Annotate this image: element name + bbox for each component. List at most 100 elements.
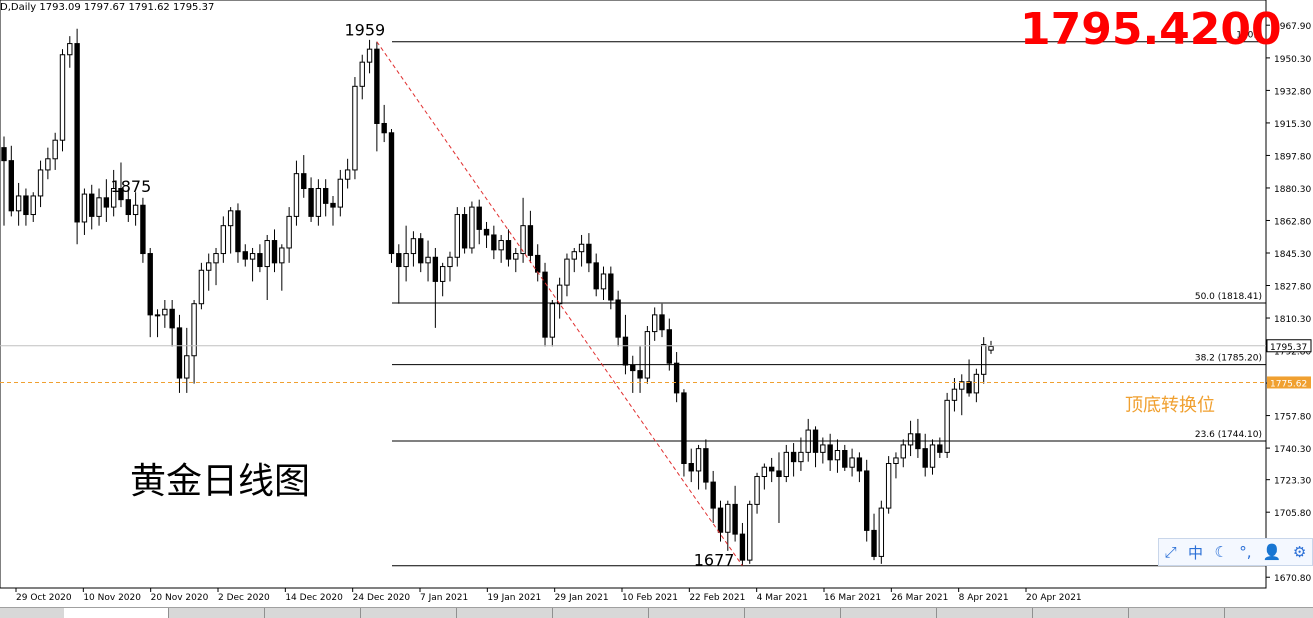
candle-body xyxy=(293,173,300,217)
candle-body xyxy=(600,273,607,290)
candle-body xyxy=(973,373,980,394)
y-tick-label: 1705.80 xyxy=(1274,509,1311,519)
expand-icon[interactable]: ⤢ xyxy=(1164,543,1177,561)
x-tick-label: 20 Nov 2020 xyxy=(151,593,209,603)
y-tick-label: 1967.90 xyxy=(1274,22,1311,32)
candle-body xyxy=(491,234,497,251)
candle-body xyxy=(666,329,673,364)
x-tick-label: 22 Feb 2021 xyxy=(689,593,745,603)
y-tick-label: 1880.30 xyxy=(1274,185,1311,195)
candle-body xyxy=(191,303,197,357)
fib-label: 100.0 xyxy=(1236,31,1262,41)
candle-body xyxy=(630,364,636,372)
y-tick-label: 1897.80 xyxy=(1274,152,1311,162)
candle-body xyxy=(688,463,694,472)
candle-body xyxy=(556,284,563,305)
candle-body xyxy=(257,253,263,268)
y-tick-label: 1827.80 xyxy=(1274,283,1311,293)
chart-tab[interactable] xyxy=(456,608,553,618)
candle-body xyxy=(439,266,446,282)
candle-body xyxy=(659,314,665,331)
candle-body xyxy=(103,197,110,208)
candle-body xyxy=(461,214,468,249)
candle-body xyxy=(885,463,892,509)
y-tick-label: 1792.80 xyxy=(1274,348,1311,358)
candle-body xyxy=(703,448,709,483)
price-annotation: 1959 xyxy=(345,21,386,40)
candle-body xyxy=(768,466,775,472)
chart-tab[interactable] xyxy=(552,608,649,618)
chart-tab[interactable] xyxy=(744,608,841,618)
settings-icon[interactable]: ⚙ xyxy=(1292,543,1307,561)
current-price-label: 1795.37 xyxy=(1270,343,1307,353)
punctuation-icon[interactable]: °, xyxy=(1239,543,1252,561)
candle-body xyxy=(644,331,651,379)
candle-body xyxy=(184,355,190,379)
x-tick-label: 29 Oct 2020 xyxy=(16,593,72,603)
current-price-box xyxy=(1266,339,1312,353)
candle-body xyxy=(798,451,804,463)
chart-tab[interactable] xyxy=(360,608,457,618)
candle-body xyxy=(271,240,278,264)
y-tick-label: 1670.80 xyxy=(1274,574,1311,584)
candle-body xyxy=(469,206,475,249)
fib-label: 38.2 (1785.20) xyxy=(1195,354,1262,364)
candle-body xyxy=(535,254,541,273)
candle-body xyxy=(527,225,534,256)
price-annotation: 1875 xyxy=(111,177,152,196)
x-tick-label: 26 Mar 2021 xyxy=(891,593,948,603)
chart-tab[interactable] xyxy=(1128,608,1225,618)
candle-body xyxy=(96,197,102,217)
candle-body xyxy=(907,433,914,446)
candle-body xyxy=(864,470,870,531)
candle-body xyxy=(301,173,307,190)
y-tick-label: 1950.30 xyxy=(1274,55,1311,65)
candle-body xyxy=(374,48,380,124)
fib-label: 23.6 (1744.10) xyxy=(1195,430,1262,440)
candle-body xyxy=(249,253,256,260)
x-tick-label: 24 Dec 2020 xyxy=(353,593,411,603)
x-tick-label: 4 Mar 2021 xyxy=(757,593,808,603)
chart-tab[interactable] xyxy=(936,608,1033,618)
candle-body xyxy=(849,457,855,468)
candle-body xyxy=(761,466,768,478)
ime-toolbar[interactable]: ⤢ 中 ☾ °, 👤 ⚙ xyxy=(1158,538,1313,566)
user-icon[interactable]: 👤 xyxy=(1262,543,1282,561)
candle-body xyxy=(483,228,490,236)
candle-body xyxy=(337,178,344,208)
chart-tab-active[interactable] xyxy=(64,608,169,618)
x-tick-label: 19 Jan 2021 xyxy=(487,593,541,603)
dashed-level-box xyxy=(1267,376,1311,389)
candle-body xyxy=(593,262,599,290)
chart-tab[interactable] xyxy=(840,608,937,618)
candle-body xyxy=(8,160,15,212)
x-tick-label: 20 Apr 2021 xyxy=(1026,593,1082,603)
candle-body xyxy=(59,54,66,141)
candle-body xyxy=(856,457,863,472)
candle-body xyxy=(198,269,205,305)
candle-body xyxy=(717,507,724,533)
candle-body xyxy=(520,225,526,255)
y-tick-label: 1810.30 xyxy=(1274,315,1311,325)
candle-body xyxy=(125,199,131,216)
candle-body xyxy=(147,253,153,316)
chart-tab[interactable] xyxy=(264,608,361,618)
candle-body xyxy=(878,507,885,557)
candle-body xyxy=(513,253,519,260)
candle-body xyxy=(220,225,227,255)
candle-body xyxy=(30,195,36,216)
candle-body xyxy=(410,238,417,255)
candle-body xyxy=(498,240,504,251)
moon-icon[interactable]: ☾ xyxy=(1214,543,1228,561)
chart-tab[interactable] xyxy=(168,608,265,618)
candle-body xyxy=(732,503,738,535)
candle-body xyxy=(747,503,753,561)
chinese-input-icon[interactable]: 中 xyxy=(1188,543,1204,562)
price-annotation: 1677 xyxy=(694,551,735,570)
candle-body xyxy=(922,448,928,468)
candle-body xyxy=(132,204,139,216)
chart-tab[interactable] xyxy=(648,608,745,618)
chart-tab[interactable] xyxy=(1032,608,1129,618)
candle-body xyxy=(418,238,424,264)
candle-body xyxy=(615,299,621,338)
